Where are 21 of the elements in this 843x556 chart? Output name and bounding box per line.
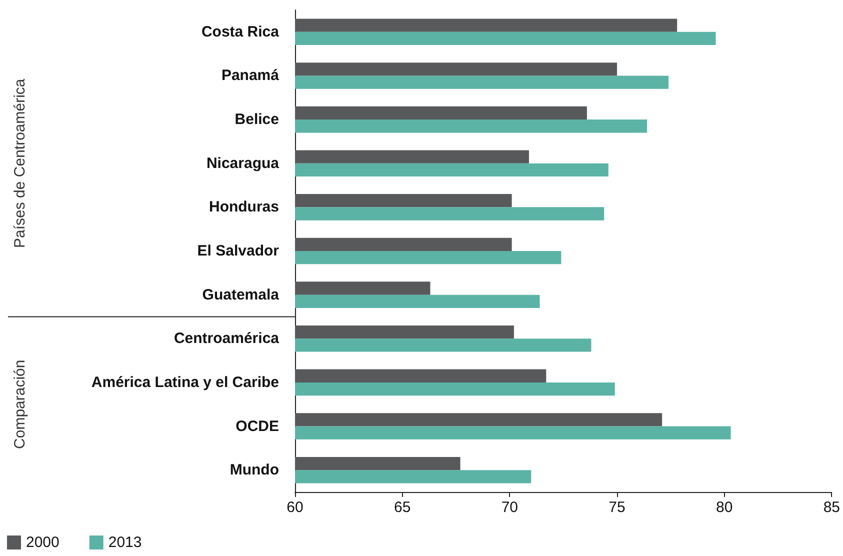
legend-label: 2000 [26,534,60,551]
y-tick-label: Costa Rica [201,23,280,40]
y-tick-label: Nicaragua [206,154,280,172]
x-tick-label: 85 [823,499,840,516]
y-tick-label: El Salvador [197,242,280,260]
x-tick-label: 65 [394,499,411,516]
x-tick-label: 60 [286,499,304,516]
text: Comparación [12,360,28,449]
y-tick-label: Honduras [208,198,279,216]
x-tick-label: 70 [501,499,518,516]
y-tick-label: Centroamérica [174,330,280,348]
y-tick-label: Panamá [221,67,280,84]
legend-label: 2013 [108,534,142,551]
x-tick-label: 75 [608,499,626,516]
y-tick-label: Mundo [230,462,279,479]
y-tick-label: Guatemala [202,286,280,304]
y-tick-label: América Latina y el Caribe [91,374,279,391]
x-tick-label: 80 [716,499,733,516]
text: Países de Centroamérica [12,78,28,248]
y-tick-label: OCDE [236,418,279,435]
y-tick-label: Belice [234,111,279,128]
